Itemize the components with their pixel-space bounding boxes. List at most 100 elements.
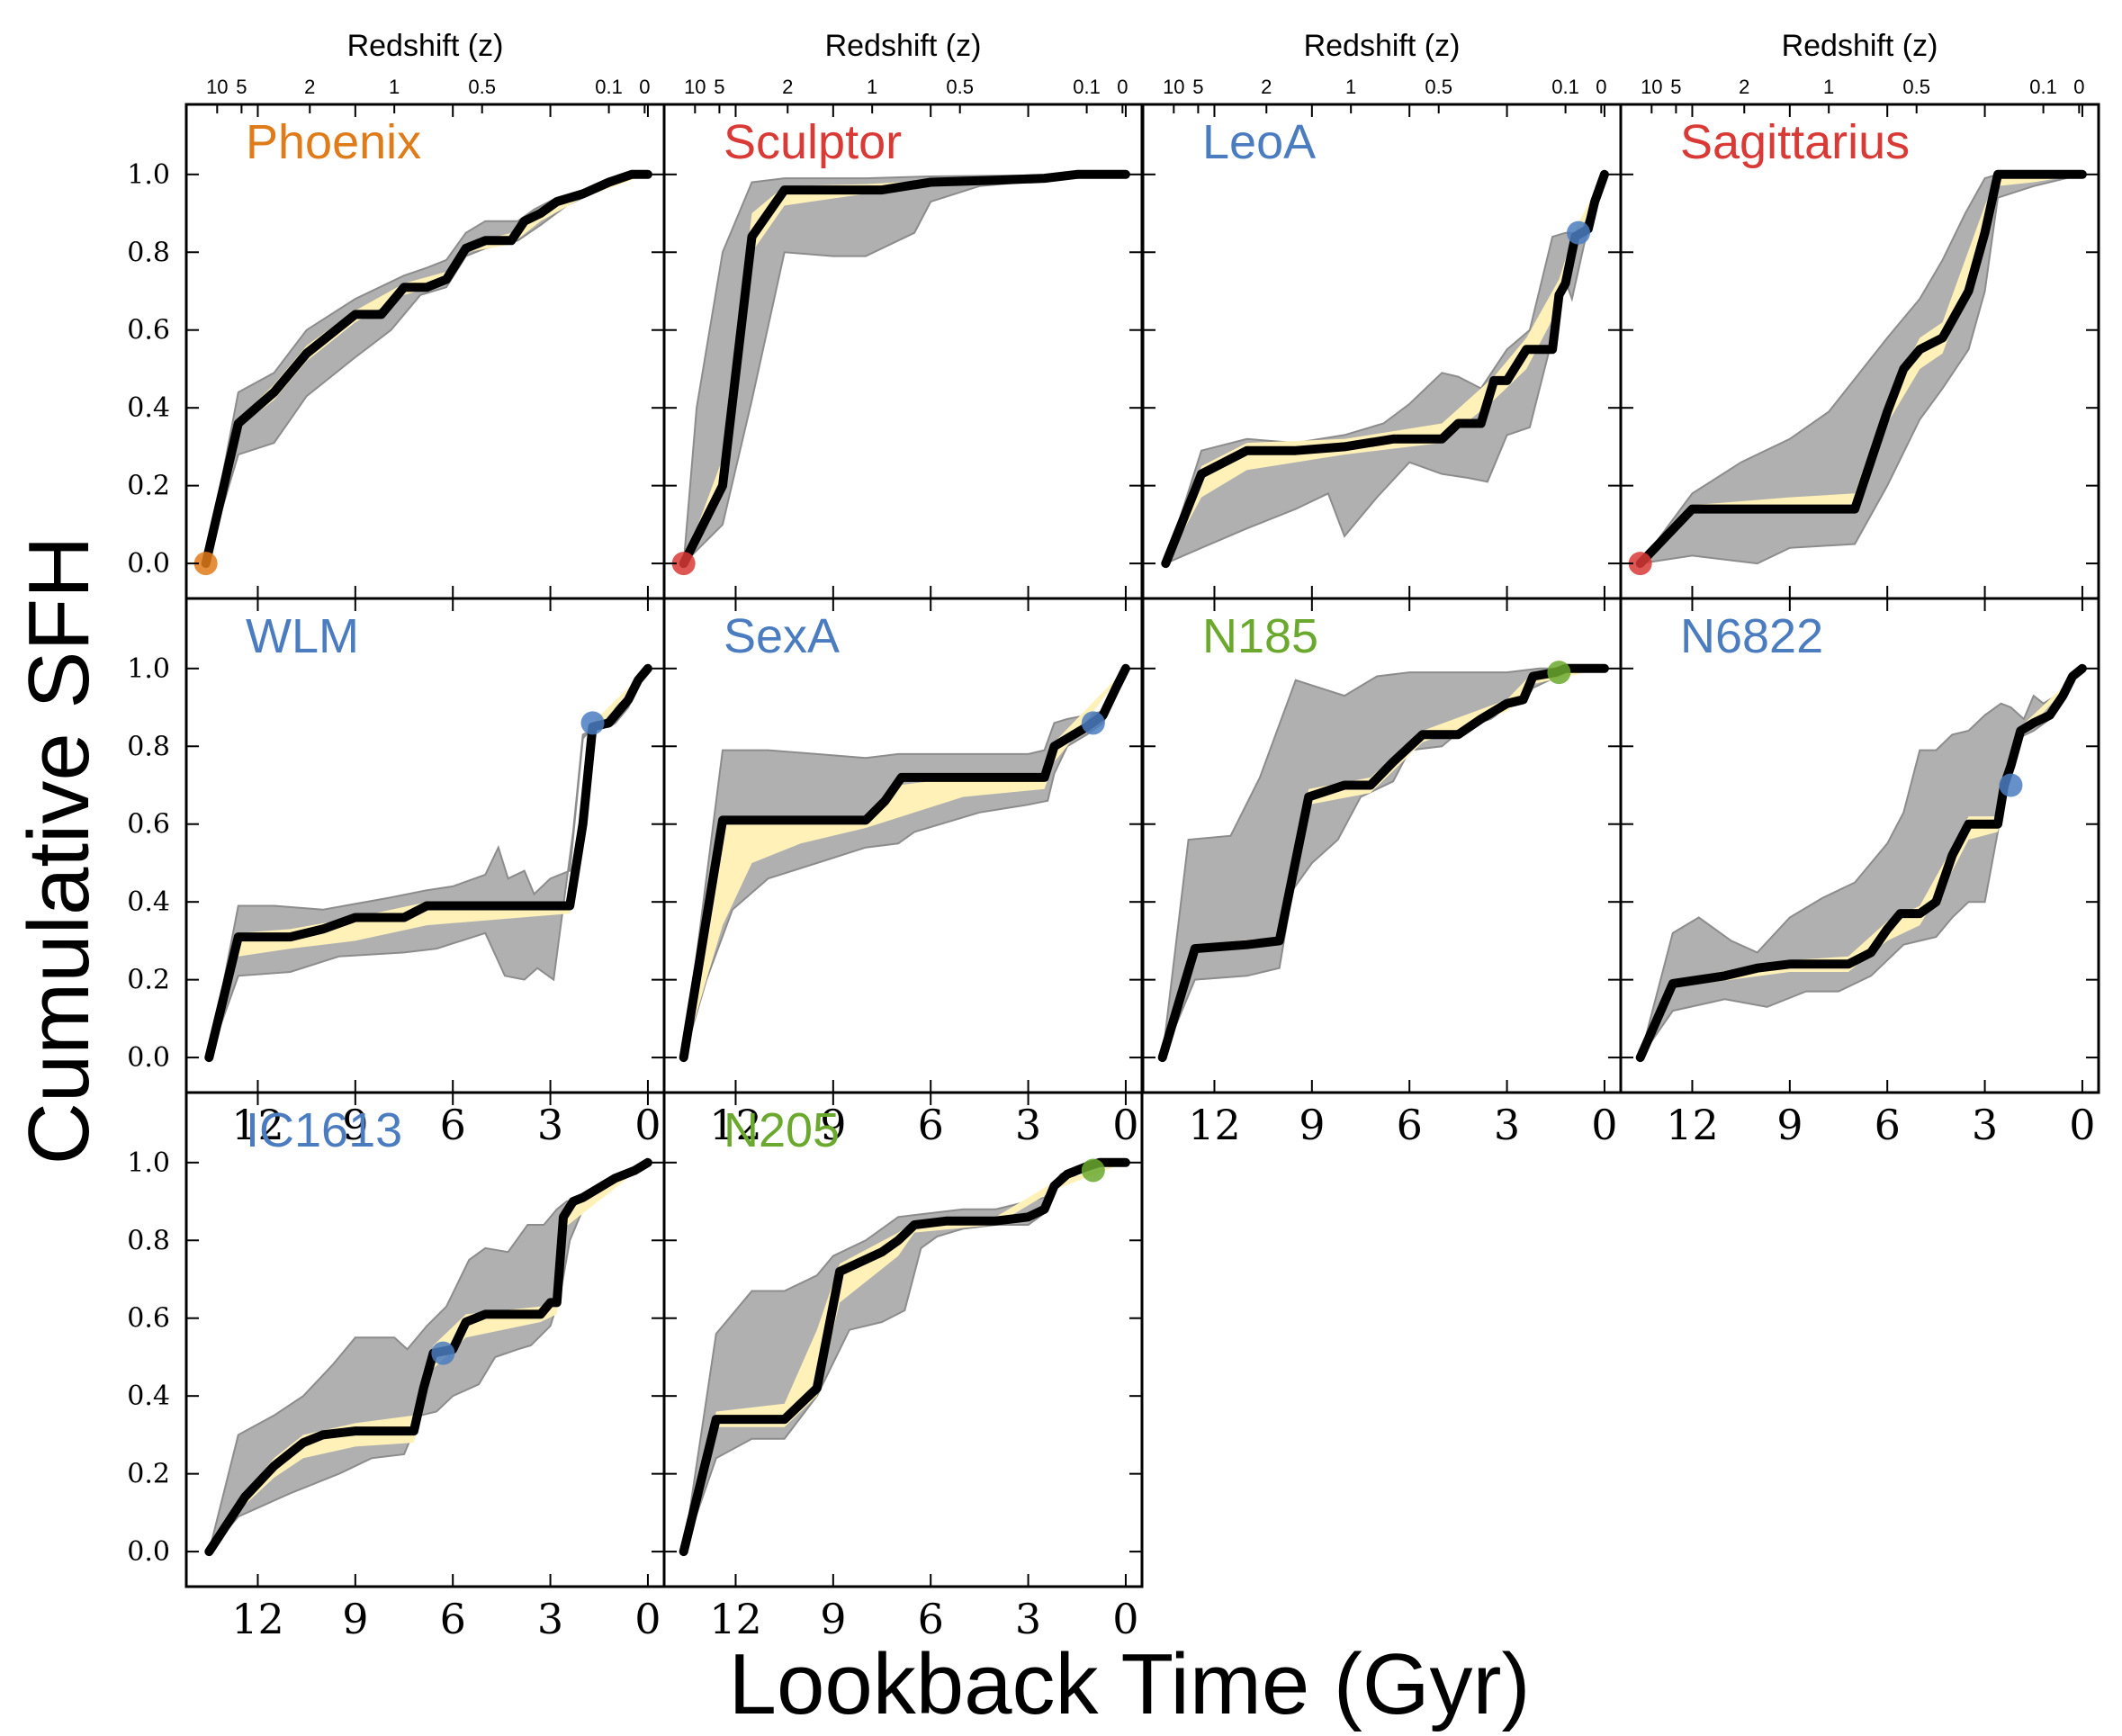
y-tick-label: 0.2: [127, 471, 170, 502]
x-tick-label: 3: [1015, 1595, 1041, 1643]
galaxy-name: Sculptor: [724, 115, 902, 169]
y-tick-label: 0.0: [127, 548, 170, 580]
y-tick-label: 0.4: [127, 1381, 170, 1412]
uncertainty-band-gray: [1164, 174, 1605, 565]
quenching-marker: [1999, 773, 2023, 797]
redshift-tick-label: 10: [684, 76, 706, 98]
uncertainty-band-gray: [1161, 667, 1605, 1058]
x-tick-label: 6: [440, 1101, 466, 1149]
redshift-tick-label: 2: [782, 76, 793, 98]
sfh-line: [1635, 663, 2087, 1063]
galaxy-name: Phoenix: [246, 115, 421, 169]
y-tick-label: 0.4: [127, 886, 170, 918]
redshift-tick-label: 2: [1739, 76, 1749, 98]
redshift-tick-label: 0.5: [1902, 76, 1930, 98]
redshift-tick-label: 1: [389, 76, 400, 98]
redshift-tick-label: 5: [714, 76, 724, 98]
y-tick-label: 0.2: [127, 1459, 170, 1490]
panel-leoa: LeoA 10 5 2 1 0.5 0.1 0 Redshift (z): [1141, 29, 1623, 600]
x-tick-label: 12: [231, 1101, 284, 1149]
sfh-line: [204, 1157, 652, 1557]
redshift-tick-label: 0.1: [2029, 76, 2057, 98]
redshift-tick-label: 1: [867, 76, 877, 98]
quenching-marker: [1081, 1158, 1105, 1183]
quenching-marker: [193, 552, 218, 576]
x-tick-label: 9: [1299, 1101, 1325, 1149]
y-tick-label: 0.6: [127, 1303, 170, 1335]
x-tick-label: 6: [440, 1595, 466, 1643]
panel-wlm: WLM 0.0 0.2 0.4 0.6 0.8 1.0 12 9 6 3 0: [127, 597, 666, 1149]
x-tick-label: 9: [820, 1595, 846, 1643]
redshift-tick-label: 0: [1596, 76, 1606, 98]
quenching-marker: [1081, 711, 1105, 735]
panel-frame: [662, 1091, 1144, 1588]
sfh-line: [204, 663, 652, 1063]
redshift-tick-label: 0: [1117, 76, 1128, 98]
x-tick-label: 12: [1666, 1101, 1719, 1149]
uncertainty-band-gray: [204, 173, 649, 564]
galaxy-name: LeoA: [1202, 115, 1316, 169]
galaxy-name: N185: [1202, 609, 1318, 663]
y-tick-label: 1.0: [127, 653, 170, 685]
redshift-tick-label: 0.5: [1425, 76, 1452, 98]
redshift-tick-label: 0.1: [1551, 76, 1579, 98]
panel-frame: [184, 103, 666, 600]
redshift-tick-label: 5: [236, 76, 247, 98]
panel-frame: [184, 597, 666, 1094]
x-tick-label: 0: [634, 1595, 661, 1643]
x-tick-label: 3: [1494, 1101, 1520, 1149]
y-tick-label: 0.8: [127, 731, 170, 762]
panel-n6822: N6822 12 9 6 3 0: [1619, 597, 2100, 1149]
quenching-marker: [671, 552, 696, 576]
x-tick-label: 0: [1591, 1101, 1617, 1149]
redshift-tick-label: 2: [304, 76, 315, 98]
x-tick-label: 3: [1015, 1101, 1041, 1149]
y-tick-label: 1.0: [127, 159, 170, 191]
x-tick-label: 6: [1875, 1101, 1901, 1149]
redshift-tick-label: 0: [639, 76, 650, 98]
x-tick-label: 6: [1397, 1101, 1423, 1149]
redshift-tick-label: 0.5: [946, 76, 974, 98]
x-tick-label: 12: [1188, 1101, 1241, 1149]
y-tick-label: 0.0: [127, 1536, 170, 1568]
y-tick-label: 0.4: [127, 392, 170, 424]
y-tick-label: 0.2: [127, 965, 170, 996]
y-tick-label: 0.6: [127, 809, 170, 841]
x-tick-label: 0: [1112, 1595, 1138, 1643]
quenching-marker: [431, 1341, 455, 1365]
panel-n185: N185 12 9 6 3 0: [1141, 597, 1623, 1149]
redshift-tick-label: 10: [1163, 76, 1184, 98]
sfh-line: [1635, 169, 2087, 569]
redshift-axis-label: Redshift (z): [1782, 29, 1938, 63]
y-tick-label: 0.8: [127, 237, 170, 268]
galaxy-name: IC1613: [246, 1103, 402, 1157]
panel-ic1613: IC1613 0.0 0.2 0.4 0.6 0.8 1.0 12 9 6 3 0: [127, 1091, 666, 1643]
x-tick-label: 6: [918, 1595, 944, 1643]
x-tick-label: 12: [709, 1595, 762, 1643]
sfh-line: [679, 1157, 1130, 1557]
redshift-tick-label: 2: [1261, 76, 1272, 98]
x-tick-label: 9: [342, 1101, 368, 1149]
sfh-line: [201, 169, 652, 569]
x-tick-label: 9: [342, 1595, 368, 1643]
x-tick-label: 12: [709, 1101, 762, 1149]
redshift-tick-label: 0.5: [468, 76, 496, 98]
redshift-tick-label: 0.1: [595, 76, 623, 98]
x-tick-label: 0: [1112, 1101, 1138, 1149]
redshift-tick-label: 0.1: [1073, 76, 1101, 98]
y-tick-label: 0.0: [127, 1042, 170, 1074]
x-tick-label: 9: [820, 1101, 846, 1149]
panel-sagittarius: Sagittarius 10 5 2 1 0.5 0.1 0 Redshift (z): [1619, 29, 2100, 600]
x-axis-label: Lookback Time (Gyr): [729, 1636, 1531, 1732]
galaxy-name: WLM: [246, 609, 359, 663]
x-tick-label: 3: [537, 1595, 563, 1643]
x-tick-label: 0: [2069, 1101, 2095, 1149]
redshift-tick-label: 5: [1192, 76, 1203, 98]
x-tick-label: 3: [537, 1101, 563, 1149]
x-tick-label: 3: [1972, 1101, 1998, 1149]
quenching-marker: [1567, 220, 1591, 245]
redshift-tick-label: 10: [206, 76, 228, 98]
